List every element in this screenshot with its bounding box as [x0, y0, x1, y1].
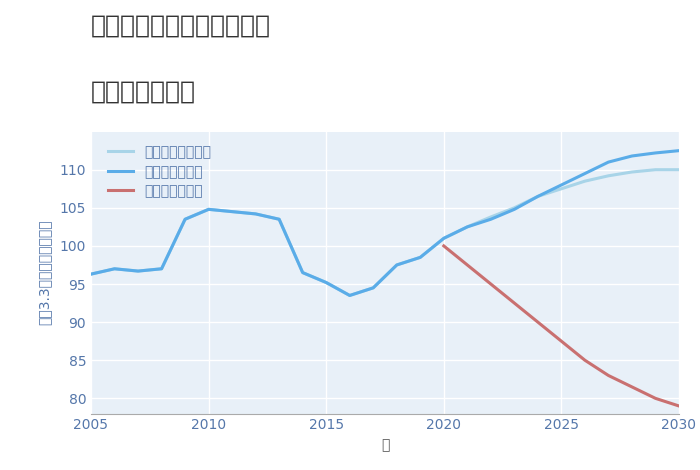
グッドシナリオ — [486, 216, 495, 222]
グッドシナリオ — [393, 262, 401, 268]
ノーマルシナリオ — [581, 178, 589, 184]
グッドシナリオ — [463, 224, 472, 230]
グッドシナリオ — [228, 209, 237, 214]
Text: 土地の価格推移: 土地の価格推移 — [91, 80, 196, 104]
ノーマルシナリオ — [204, 206, 213, 212]
グッドシナリオ — [533, 194, 542, 199]
グッドシナリオ — [275, 216, 284, 222]
バッドシナリオ — [581, 357, 589, 363]
グッドシナリオ — [346, 293, 354, 298]
バッドシナリオ — [440, 243, 448, 249]
バッドシナリオ — [628, 384, 636, 390]
グッドシナリオ — [251, 211, 260, 217]
グッドシナリオ — [87, 271, 95, 277]
ノーマルシナリオ — [463, 224, 472, 230]
バッドシナリオ — [651, 396, 659, 401]
ノーマルシナリオ — [486, 214, 495, 220]
グッドシナリオ — [440, 235, 448, 241]
ノーマルシナリオ — [181, 216, 189, 222]
バッドシナリオ — [486, 281, 495, 287]
ノーマルシナリオ — [604, 173, 612, 179]
Y-axis label: 坪（3.3㎡）単価（万円）: 坪（3.3㎡）単価（万円） — [37, 220, 51, 325]
ノーマルシナリオ — [628, 169, 636, 175]
ノーマルシナリオ — [557, 186, 566, 192]
ノーマルシナリオ — [675, 167, 683, 172]
グッドシナリオ — [510, 206, 519, 212]
ノーマルシナリオ — [416, 255, 424, 260]
グッドシナリオ — [604, 159, 612, 165]
グッドシナリオ — [416, 255, 424, 260]
ノーマルシナリオ — [440, 235, 448, 241]
ノーマルシナリオ — [275, 216, 284, 222]
Line: ノーマルシナリオ: ノーマルシナリオ — [91, 170, 679, 296]
グッドシナリオ — [322, 280, 330, 285]
グッドシナリオ — [369, 285, 377, 290]
ノーマルシナリオ — [322, 280, 330, 285]
ノーマルシナリオ — [510, 205, 519, 211]
グッドシナリオ — [651, 150, 659, 156]
ノーマルシナリオ — [393, 262, 401, 268]
ノーマルシナリオ — [346, 293, 354, 298]
Legend: ノーマルシナリオ, グッドシナリオ, バッドシナリオ: ノーマルシナリオ, グッドシナリオ, バッドシナリオ — [104, 141, 216, 203]
ノーマルシナリオ — [251, 211, 260, 217]
バッドシナリオ — [675, 403, 683, 409]
ノーマルシナリオ — [651, 167, 659, 172]
X-axis label: 年: 年 — [381, 438, 389, 452]
バッドシナリオ — [604, 373, 612, 378]
バッドシナリオ — [533, 319, 542, 325]
グッドシナリオ — [158, 266, 166, 272]
Line: グッドシナリオ: グッドシナリオ — [91, 151, 679, 296]
グッドシナリオ — [675, 148, 683, 154]
グッドシナリオ — [581, 171, 589, 176]
ノーマルシナリオ — [134, 268, 142, 274]
バッドシナリオ — [557, 338, 566, 344]
バッドシナリオ — [510, 300, 519, 306]
グッドシナリオ — [557, 182, 566, 188]
ノーマルシナリオ — [228, 209, 237, 214]
バッドシナリオ — [463, 262, 472, 268]
ノーマルシナリオ — [369, 285, 377, 290]
ノーマルシナリオ — [87, 271, 95, 277]
グッドシナリオ — [298, 270, 307, 275]
Line: バッドシナリオ: バッドシナリオ — [444, 246, 679, 406]
ノーマルシナリオ — [533, 194, 542, 199]
グッドシナリオ — [111, 266, 119, 272]
ノーマルシナリオ — [158, 266, 166, 272]
ノーマルシナリオ — [298, 270, 307, 275]
グッドシナリオ — [204, 206, 213, 212]
グッドシナリオ — [181, 216, 189, 222]
グッドシナリオ — [134, 268, 142, 274]
グッドシナリオ — [628, 153, 636, 159]
Text: 大阪府高槻市成合中の町の: 大阪府高槻市成合中の町の — [91, 14, 271, 38]
ノーマルシナリオ — [111, 266, 119, 272]
